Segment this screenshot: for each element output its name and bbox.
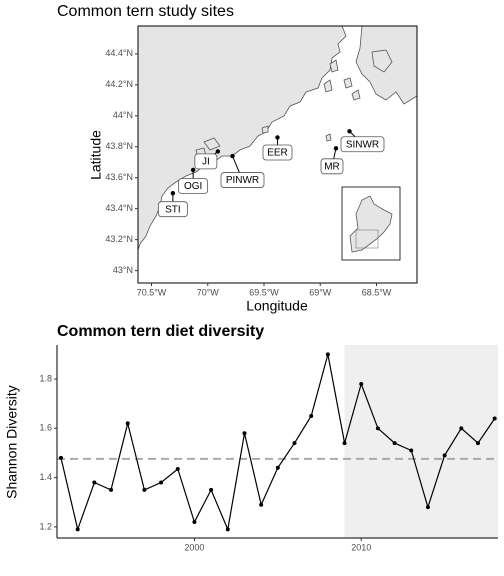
data-point: [192, 519, 197, 524]
data-point: [475, 441, 480, 446]
data-point: [492, 416, 497, 421]
site-point: [275, 135, 280, 140]
y-tick-label: 43°N: [113, 265, 133, 275]
data-point: [242, 431, 247, 436]
site-label: MR: [324, 161, 340, 172]
y-tick-label: 1.8: [39, 373, 52, 383]
site-label-box: [262, 144, 293, 161]
site-label: OGI: [184, 181, 202, 192]
site-point: [230, 153, 235, 159]
data-point: [325, 352, 330, 357]
data-point: [425, 505, 430, 510]
site-point: [215, 149, 221, 154]
x-tick-label: 2010: [351, 542, 371, 552]
data-point: [392, 441, 397, 446]
coastline: [138, 26, 417, 251]
site-label: PINWR: [226, 175, 259, 186]
site-label-box: [157, 201, 188, 218]
data-point: [292, 441, 297, 446]
x-tick-label: 68.5°W: [362, 287, 392, 297]
site-point: [347, 129, 352, 134]
site-label-box: [340, 136, 385, 153]
shaded-region: [344, 345, 498, 538]
data-point: [342, 441, 347, 446]
site-label-box: [220, 172, 265, 188]
site-label: SINWR: [346, 139, 379, 150]
x-tick-label: 69.5°W: [249, 287, 279, 297]
data-point: [92, 480, 97, 485]
y-tick-label: 43.4°N: [105, 203, 133, 213]
data-point: [459, 426, 464, 431]
data-point: [442, 453, 447, 458]
site-label-box: [320, 158, 344, 175]
data-point: [109, 487, 114, 492]
x-tick-label: 69°W: [309, 287, 332, 297]
y-tick-label: 43.2°N: [105, 234, 133, 244]
data-point: [375, 426, 380, 431]
data-point: [59, 455, 64, 460]
data-point: [275, 465, 280, 470]
y-tick-label: 1.6: [39, 423, 52, 433]
data-point: [75, 527, 80, 532]
y-axis-title: Latitude: [88, 130, 104, 180]
data-point: [209, 487, 214, 492]
x-tick-label: 70°W: [197, 287, 220, 297]
chart-title: Common tern diet diversity: [57, 323, 264, 340]
data-point: [159, 480, 164, 485]
x-tick-label: 70.5°W: [137, 287, 167, 297]
y-tick-label: 44.4°N: [105, 48, 133, 58]
site-point: [170, 191, 176, 196]
site-point: [190, 167, 196, 173]
data-point: [225, 527, 230, 532]
x-tick-label: 2000: [184, 542, 204, 552]
y-tick-label: 43.8°N: [105, 141, 133, 151]
inset-map: [341, 186, 401, 261]
map-title: Common tern study sites: [57, 3, 234, 20]
y-tick-label: 1.2: [39, 521, 52, 531]
y-axis-title: Shannon Diversity: [4, 385, 20, 499]
y-tick-label: 43.6°N: [105, 172, 133, 182]
x-axis-title: Longitude: [246, 298, 308, 314]
data-point: [409, 448, 414, 453]
y-tick-label: 44.2°N: [105, 79, 133, 89]
y-tick-label: 44°N: [113, 110, 133, 120]
data-point: [309, 413, 314, 418]
data-point: [125, 421, 130, 426]
y-tick-label: 1.4: [39, 472, 52, 482]
site-label: JI: [202, 157, 210, 168]
site-label-box: [178, 178, 209, 194]
data-point: [359, 381, 364, 386]
site-point: [333, 146, 339, 151]
site-label: STI: [165, 204, 181, 215]
data-point: [175, 466, 180, 471]
data-point: [142, 487, 147, 492]
site-label-box: [194, 153, 218, 170]
data-point: [259, 502, 264, 507]
site-label: EER: [267, 148, 288, 159]
map-frame: [137, 25, 418, 284]
